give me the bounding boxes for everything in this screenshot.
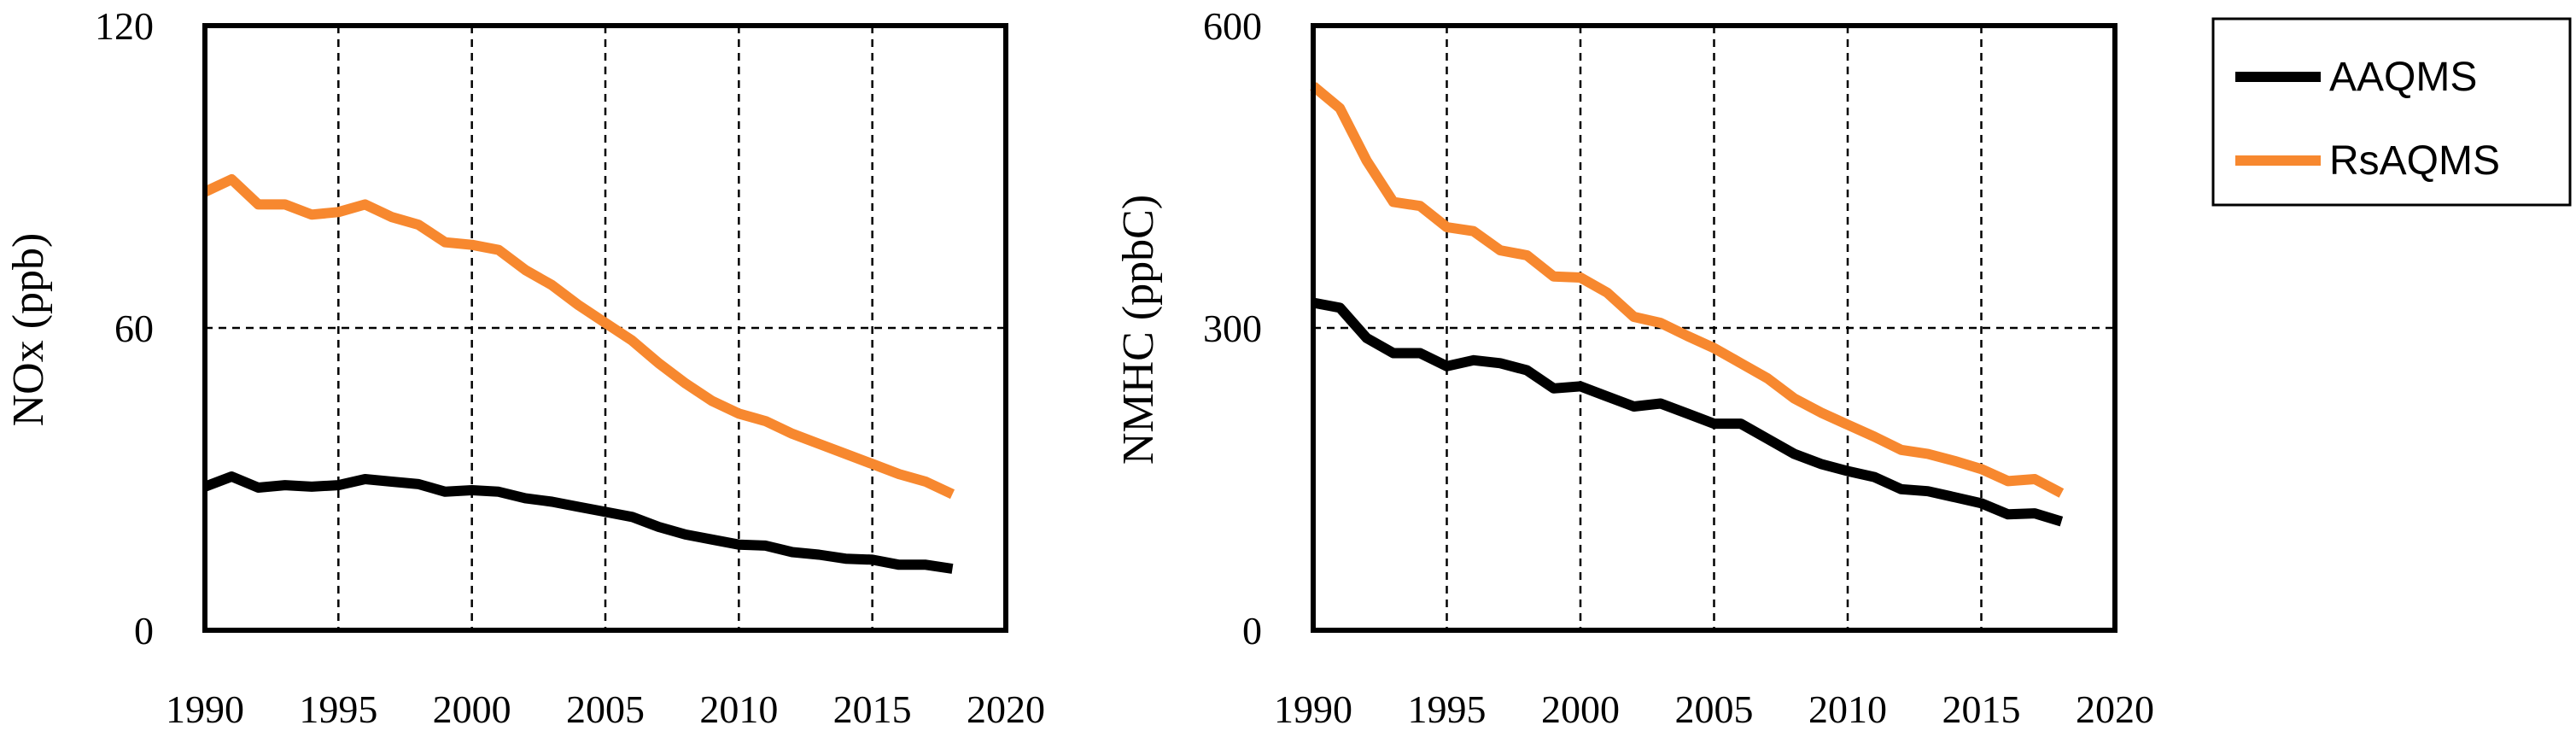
nox-x-tick-label: 1995 <box>299 687 377 731</box>
nmhc-y-tick-label: 600 <box>1203 4 1262 48</box>
nox-series-rsaqms <box>202 174 955 500</box>
nmhc-y-tick-label: 0 <box>1242 609 1262 652</box>
nox-y-tick-label: 0 <box>134 609 154 652</box>
nmhc-chart: 1990 1995 2000 2005 2010 2015 2020 0 300 600 <box>1203 4 2154 731</box>
nmhc-x-tick-label: 2000 <box>1541 687 1620 731</box>
nmhc-x-tick-label: 1990 <box>1274 687 1352 731</box>
nox-x-tick-label: 1990 <box>166 687 244 731</box>
nmhc-series-rsaqms <box>1310 82 2065 498</box>
nmhc-x-tick-label: 2020 <box>2076 687 2154 731</box>
nox-x-tick-label: 2005 <box>566 687 645 731</box>
nox-x-tick-label: 2000 <box>433 687 511 731</box>
legend-box <box>2211 17 2572 207</box>
nmhc-plot-frame <box>1311 23 2117 633</box>
nox-chart: 1990 1995 2000 2005 2010 2015 2020 0 60 120 <box>95 4 1045 731</box>
nmhc-series-aaqms <box>1311 297 2064 527</box>
nmhc-x-tick-label: 2015 <box>1942 687 2021 731</box>
nox-y-tick-label: 120 <box>95 4 154 48</box>
legend-label-aaqms: AAQMS <box>2329 55 2477 100</box>
legend: AAQMS RsAQMS <box>2211 17 2572 207</box>
nmhc-y-tick-label: 300 <box>1203 307 1262 350</box>
nox-y-tick-label: 60 <box>114 307 154 350</box>
nox-x-tick-label: 2020 <box>967 687 1045 731</box>
legend-label-rsaqms: RsAQMS <box>2329 138 2500 184</box>
nmhc-x-tick-label: 2005 <box>1675 687 1754 731</box>
nox-plot-frame <box>202 23 1008 633</box>
nmhc-ylabel: NMHC (ppbC) <box>1114 195 1163 465</box>
nox-x-tick-label: 2010 <box>699 687 778 731</box>
nox-ylabel: NOx (ppb) <box>4 233 53 427</box>
nmhc-x-tick-label: 2010 <box>1808 687 1887 731</box>
nmhc-x-tick-label: 1995 <box>1408 687 1487 731</box>
nox-series-aaqms <box>202 471 954 574</box>
nox-x-tick-label: 2015 <box>833 687 912 731</box>
